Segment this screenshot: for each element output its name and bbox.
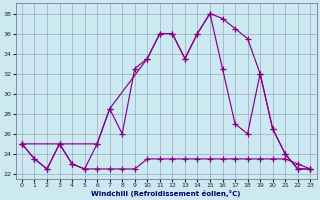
X-axis label: Windchill (Refroidissement éolien,°C): Windchill (Refroidissement éolien,°C) [92, 190, 241, 197]
